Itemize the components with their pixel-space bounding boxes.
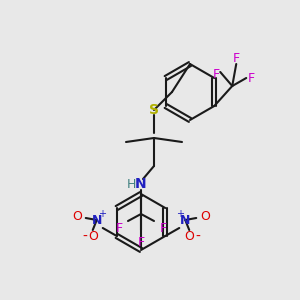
Text: O: O <box>88 230 98 244</box>
Text: +: + <box>98 209 106 219</box>
Text: F: F <box>213 68 220 80</box>
Text: S: S <box>149 103 159 117</box>
Text: N: N <box>135 177 147 191</box>
Text: H: H <box>126 178 136 190</box>
Text: O: O <box>72 209 82 223</box>
Text: +: + <box>176 209 184 219</box>
Text: -: - <box>82 230 87 244</box>
Text: O: O <box>200 209 210 223</box>
Text: F: F <box>159 221 167 235</box>
Text: F: F <box>137 236 145 248</box>
Text: O: O <box>184 230 194 244</box>
Text: F: F <box>233 52 240 64</box>
Text: -: - <box>196 230 201 244</box>
Text: F: F <box>116 221 123 235</box>
Text: F: F <box>248 71 255 85</box>
Text: N: N <box>180 214 190 226</box>
Text: N: N <box>92 214 102 226</box>
